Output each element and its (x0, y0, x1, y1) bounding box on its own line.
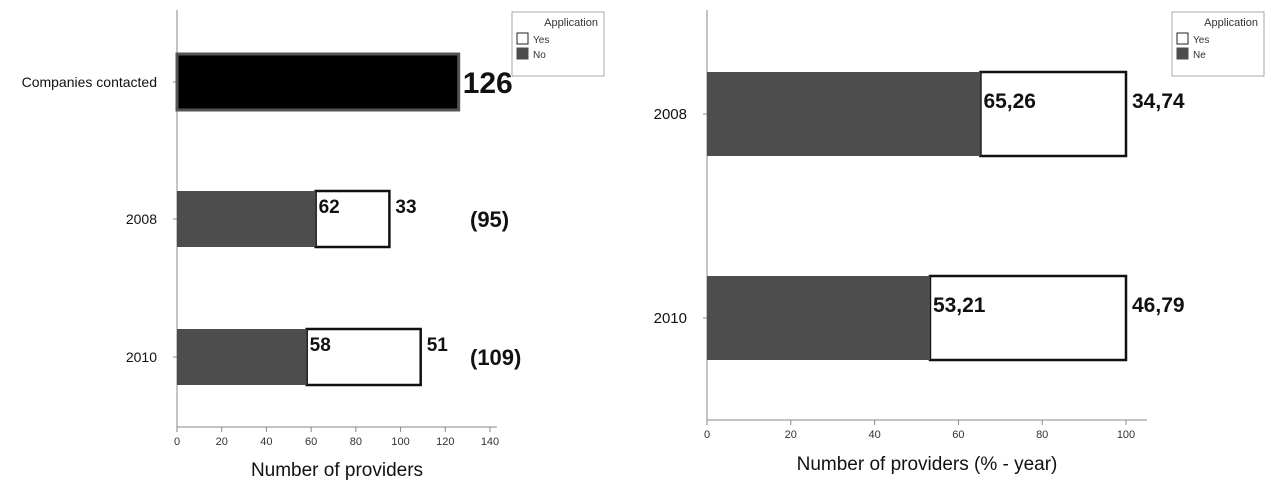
value-label-yes: 34,74 (1132, 90, 1185, 113)
value-label-no: 58 (310, 335, 331, 356)
bar-no (177, 329, 307, 385)
x-tick-label: 20 (216, 436, 228, 448)
x-tick-label: 40 (868, 429, 880, 441)
bar-no (175, 52, 461, 112)
x-tick-label: 120 (436, 436, 454, 448)
category-label: Companies contacted (22, 74, 157, 90)
bar-yes (314, 189, 391, 249)
category-label: 2008 (654, 106, 687, 123)
legend-label-yes: Yes (1193, 35, 1209, 46)
x-tick-label: 20 (785, 429, 797, 441)
bar-no (707, 72, 981, 156)
total-label: (109) (470, 345, 521, 370)
x-tick-label: 60 (952, 429, 964, 441)
providers-count-svg: 0 20 40 60 80 100 120 140 Number of providers Com… (22, 10, 605, 481)
value-label-no: 65,26 (983, 90, 1036, 113)
legend-swatch-yes (516, 32, 529, 45)
x-tick-label: 80 (1036, 429, 1048, 441)
bar-no (177, 191, 316, 247)
x-tick-label: 0 (174, 436, 180, 448)
legend-swatch-no (1176, 47, 1189, 60)
providers-percent-svg: 0 20 40 60 80 100 Number of providers (% - yea… (654, 10, 1265, 475)
legend-title: Application (544, 17, 598, 29)
category-label: 2008 (126, 211, 157, 227)
x-tick-label: 80 (350, 436, 362, 448)
bar-no (707, 276, 930, 360)
x-tick-label: 100 (1117, 429, 1135, 441)
x-tick-label: 0 (704, 429, 710, 441)
x-axis-label: Number of providers (% - year) (797, 454, 1058, 475)
legend-title: Application (1204, 17, 1258, 29)
legend-swatch-no (516, 47, 529, 60)
bar-yes (305, 327, 422, 387)
value-label-yes: 33 (395, 197, 416, 218)
category-label: 2010 (126, 349, 157, 365)
providers-count-chart: 0 20 40 60 80 100 120 140 Number of providers Com… (0, 0, 633, 484)
value-label-yes: 46,79 (1132, 294, 1185, 317)
total-label: (95) (470, 207, 509, 232)
bar-yes (979, 70, 1128, 158)
legend-label-no: Ne (1193, 50, 1206, 61)
bar-yes (928, 274, 1128, 362)
x-tick-label: 40 (260, 436, 272, 448)
legend-label-no: No (533, 50, 546, 61)
value-label-yes: 51 (427, 335, 449, 356)
total-label: 126 (463, 67, 513, 100)
value-label-no: 62 (319, 197, 340, 218)
legend-swatch-yes (1176, 32, 1189, 45)
x-tick-label: 140 (481, 436, 499, 448)
x-tick-label: 100 (391, 436, 409, 448)
x-axis-label: Number of providers (251, 460, 423, 481)
providers-percent-chart: 0 20 40 60 80 100 Number of providers (% - yea… (633, 0, 1266, 484)
category-label: 2010 (654, 310, 687, 327)
value-label-no: 53,21 (933, 294, 986, 317)
x-tick-label: 60 (305, 436, 317, 448)
legend-label-yes: Yes (533, 35, 549, 46)
